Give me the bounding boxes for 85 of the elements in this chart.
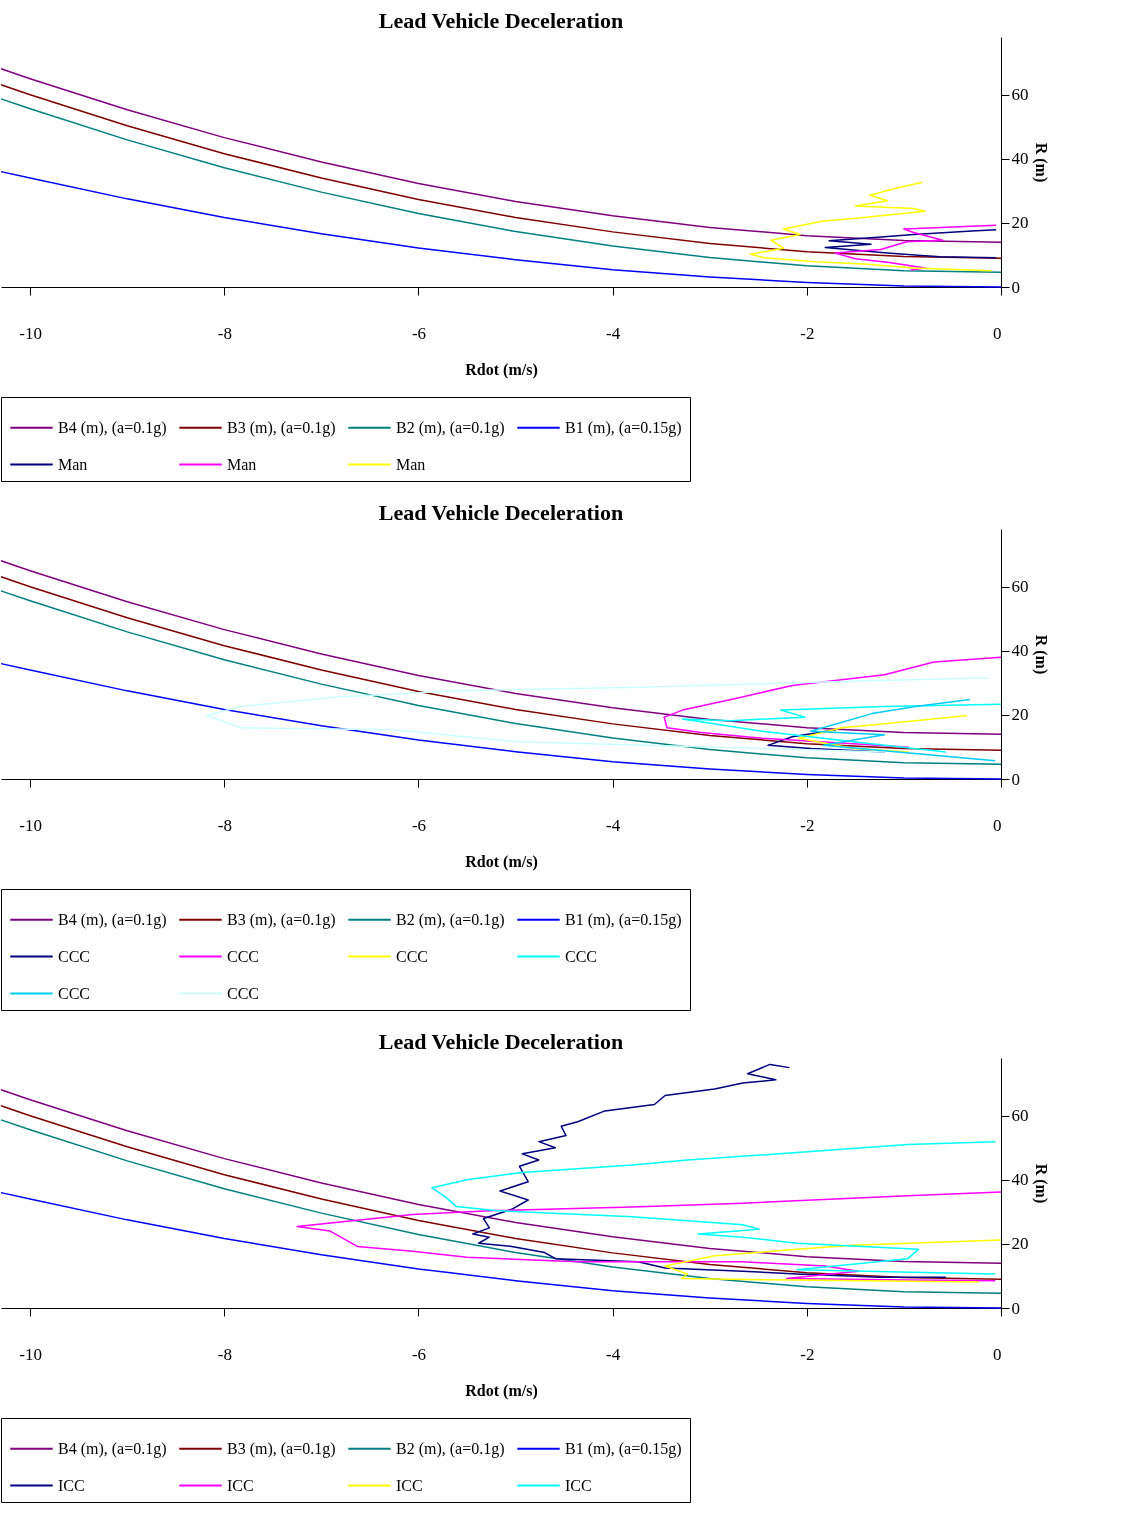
y-tick-label: 0 xyxy=(1011,769,1020,789)
line-series xyxy=(0,576,1002,751)
line-series xyxy=(0,559,1002,735)
legend-label: CCC xyxy=(396,947,429,965)
chart-title: Lead Vehicle Deceleration xyxy=(378,1029,624,1054)
legend-label: CCC xyxy=(227,947,260,965)
x-tick-label: -2 xyxy=(800,815,815,835)
line-series xyxy=(206,676,990,753)
line-series xyxy=(0,67,1002,243)
x-tick-label: 0 xyxy=(993,323,1002,343)
chart-title: Lead Vehicle Deceleration xyxy=(378,500,624,525)
line-series xyxy=(0,84,1002,259)
y-tick-label: 40 xyxy=(1011,149,1029,169)
line-series xyxy=(0,1105,1002,1280)
legend-label: B3 (m), (a=0.1g) xyxy=(227,418,336,437)
x-tick-label: -10 xyxy=(19,323,42,343)
y-axis-title: R (m) xyxy=(1031,634,1050,675)
y-tick-label: 60 xyxy=(1011,1106,1029,1126)
legend-label: CCC xyxy=(58,947,91,965)
legend-label: B1 (m), (a=0.15g) xyxy=(565,910,682,929)
line-series xyxy=(0,1119,1002,1295)
y-tick-label: 20 xyxy=(1011,213,1029,233)
x-tick-label: -10 xyxy=(19,1344,42,1364)
x-tick-label: -10 xyxy=(19,815,42,835)
y-tick-label: 60 xyxy=(1011,577,1029,597)
legend-label: Man xyxy=(227,455,257,473)
line-series xyxy=(431,1140,996,1275)
legend-label: B4 (m), (a=0.1g) xyxy=(58,910,167,929)
y-tick-label: 40 xyxy=(1011,641,1029,661)
legend-label: ICC xyxy=(58,1476,85,1494)
line-series xyxy=(824,228,997,259)
x-tick-label: -8 xyxy=(217,815,232,835)
x-axis-title: Rdot (m/s) xyxy=(465,1381,538,1400)
legend-label: B2 (m), (a=0.1g) xyxy=(396,1439,505,1458)
x-tick-label: -2 xyxy=(800,1344,815,1364)
legend-label: B2 (m), (a=0.1g) xyxy=(396,910,505,929)
x-tick-label: -6 xyxy=(411,1344,427,1364)
y-tick-label: 60 xyxy=(1011,85,1029,105)
line-series xyxy=(809,698,996,762)
legend-label: B4 (m), (a=0.1g) xyxy=(58,418,167,437)
legend-label: B1 (m), (a=0.15g) xyxy=(565,418,682,437)
legend-label: Man xyxy=(396,455,426,473)
line-series xyxy=(296,1191,1002,1282)
line-series xyxy=(0,590,1002,766)
x-tick-label: -6 xyxy=(411,815,427,835)
x-axis-title: Rdot (m/s) xyxy=(465,360,538,379)
line-series xyxy=(749,181,993,272)
legend-label: B4 (m), (a=0.1g) xyxy=(58,1439,167,1458)
line-series xyxy=(834,224,997,271)
line-series xyxy=(681,703,1002,753)
y-tick-label: 40 xyxy=(1011,1170,1029,1190)
line-series xyxy=(472,1063,947,1278)
y-tick-label: 0 xyxy=(1011,277,1020,297)
y-tick-label: 20 xyxy=(1011,1234,1029,1254)
legend-label: Man xyxy=(58,455,88,473)
line-series xyxy=(0,1088,1002,1264)
legend-label: B3 (m), (a=0.1g) xyxy=(227,1439,336,1458)
x-tick-label: -6 xyxy=(411,323,427,343)
line-series xyxy=(798,714,968,753)
x-tick-label: -4 xyxy=(606,323,621,343)
legend-label: CCC xyxy=(227,984,260,1002)
legend-label: CCC xyxy=(58,984,91,1002)
x-tick-label: 0 xyxy=(993,1344,1002,1364)
legend-label: CCC xyxy=(565,947,598,965)
legend-label: ICC xyxy=(227,1476,254,1494)
line-series xyxy=(664,1239,1002,1283)
legend-label: B3 (m), (a=0.1g) xyxy=(227,910,336,929)
chart-title: Lead Vehicle Deceleration xyxy=(378,8,624,33)
x-tick-label: -4 xyxy=(606,815,621,835)
x-tick-label: -8 xyxy=(217,323,232,343)
y-axis-title: R (m) xyxy=(1031,142,1050,183)
legend-label: B2 (m), (a=0.1g) xyxy=(396,418,505,437)
x-tick-label: 0 xyxy=(993,815,1002,835)
x-axis-title: Rdot (m/s) xyxy=(465,852,538,871)
legend-label: B1 (m), (a=0.15g) xyxy=(565,1439,682,1458)
x-tick-label: -8 xyxy=(217,1344,232,1364)
y-tick-label: 0 xyxy=(1011,1298,1020,1318)
x-tick-label: -4 xyxy=(606,1344,621,1364)
x-tick-label: -2 xyxy=(800,323,815,343)
line-series xyxy=(0,98,1002,274)
y-tick-label: 20 xyxy=(1011,705,1029,725)
line-series xyxy=(663,656,1002,749)
legend-label: ICC xyxy=(396,1476,423,1494)
y-axis-title: R (m) xyxy=(1031,1163,1050,1204)
legend-label: ICC xyxy=(565,1476,592,1494)
